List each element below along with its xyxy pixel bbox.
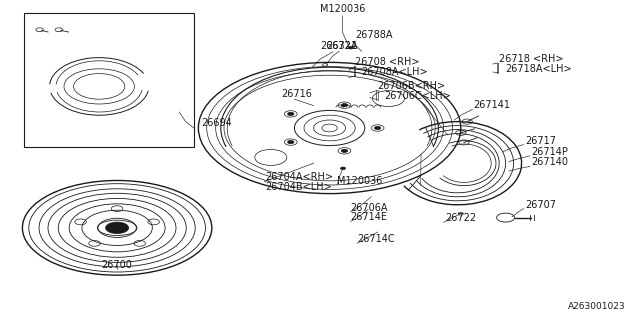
- Text: 26717: 26717: [525, 136, 556, 146]
- Text: 26714E: 26714E: [351, 212, 388, 222]
- Text: 267140: 267140: [531, 157, 568, 167]
- Circle shape: [348, 46, 353, 49]
- Text: M120036: M120036: [337, 176, 383, 186]
- Text: 267141: 267141: [474, 100, 511, 110]
- Text: M120036: M120036: [320, 4, 365, 14]
- Circle shape: [341, 149, 348, 152]
- Text: 26788A: 26788A: [355, 30, 393, 40]
- Text: 26694: 26694: [202, 118, 232, 128]
- Text: 26714P: 26714P: [531, 147, 568, 157]
- Text: 26632A: 26632A: [320, 41, 358, 51]
- Text: A263001023: A263001023: [568, 302, 626, 311]
- Text: 26704B<LH>: 26704B<LH>: [266, 182, 332, 192]
- Text: 26708A<LH>: 26708A<LH>: [362, 67, 428, 77]
- Text: 26721: 26721: [326, 41, 357, 51]
- Text: 26722: 26722: [445, 213, 476, 223]
- Text: 26706B<RH>: 26706B<RH>: [378, 81, 445, 91]
- Circle shape: [341, 104, 348, 107]
- Text: 26716: 26716: [282, 89, 312, 99]
- Text: 26706A: 26706A: [351, 203, 388, 213]
- Text: 26707: 26707: [525, 200, 556, 210]
- Text: 26708 <RH>: 26708 <RH>: [355, 57, 420, 67]
- Text: 26718A<LH>: 26718A<LH>: [506, 64, 572, 74]
- Circle shape: [106, 222, 129, 234]
- Text: 26714C: 26714C: [357, 234, 395, 244]
- Text: 26706C<LH>: 26706C<LH>: [384, 91, 451, 101]
- Text: 26700: 26700: [102, 260, 132, 270]
- Text: 26718 <RH>: 26718 <RH>: [499, 54, 564, 64]
- Bar: [24, 13, 194, 147]
- Circle shape: [287, 112, 294, 116]
- Circle shape: [374, 126, 381, 130]
- Circle shape: [340, 167, 346, 170]
- Text: 26704A<RH>: 26704A<RH>: [266, 172, 333, 182]
- Ellipse shape: [97, 220, 137, 236]
- Circle shape: [287, 140, 294, 144]
